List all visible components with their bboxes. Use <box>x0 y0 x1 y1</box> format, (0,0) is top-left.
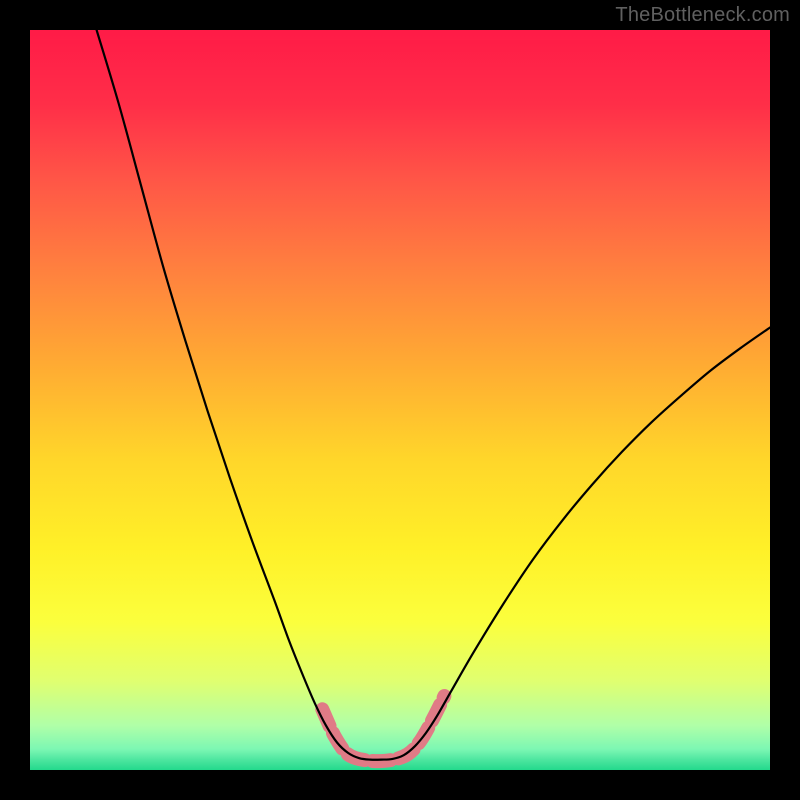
watermark-text: TheBottleneck.com <box>615 4 790 27</box>
bottleneck-chart <box>0 0 800 800</box>
plot-background-gradient <box>30 30 770 770</box>
chart-container: TheBottleneck.com <box>0 0 800 800</box>
